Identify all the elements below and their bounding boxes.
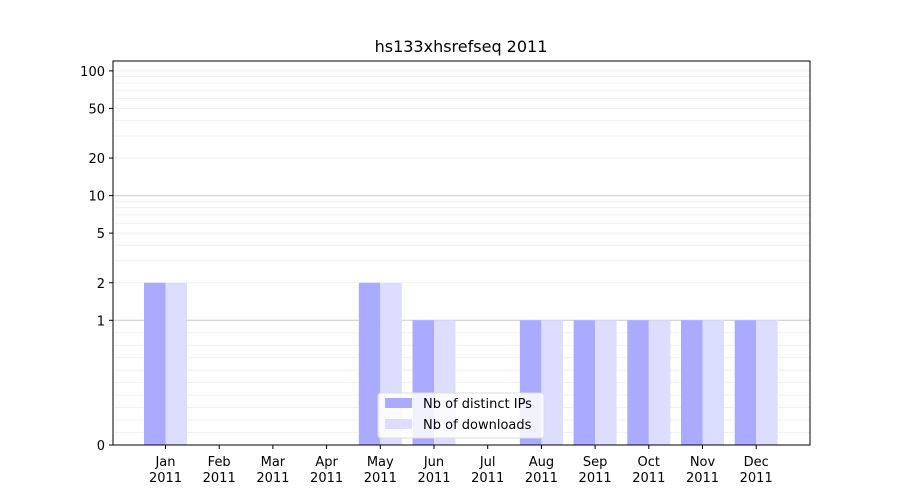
plot-frame bbox=[112, 60, 811, 446]
x-tick-label: Aug 2011 bbox=[525, 455, 558, 486]
x-tick-label: Sep 2011 bbox=[579, 455, 612, 486]
x-tick-label: Nov 2011 bbox=[686, 455, 719, 486]
bar-downloads-0 bbox=[165, 282, 187, 445]
bar-downloads-10 bbox=[702, 320, 724, 445]
x-axis-ticks: Jan 2011 Feb 2011 Mar 2011 Apr 2011 May 2011 Jun 20… bbox=[149, 445, 773, 486]
x-tick-label: Apr 2011 bbox=[310, 455, 343, 486]
bar-distinct-ips-0 bbox=[144, 282, 166, 445]
x-tick-label: Oct 2011 bbox=[632, 455, 665, 486]
y-tick-label: 100 bbox=[80, 65, 105, 80]
y-tick-label: 2 bbox=[97, 277, 105, 292]
grid-lines bbox=[113, 70, 810, 433]
x-tick-label: Mar 2011 bbox=[256, 455, 289, 486]
legend-box bbox=[377, 392, 545, 439]
y-tick-label: 1 bbox=[97, 314, 105, 329]
x-tick-label: Feb 2011 bbox=[203, 455, 236, 486]
y-tick-label: 50 bbox=[88, 102, 105, 117]
bar-distinct-ips-10 bbox=[681, 320, 703, 445]
y-tick-label: 10 bbox=[88, 190, 105, 205]
x-tick-label: Jan 2011 bbox=[149, 455, 182, 486]
legend-label: Nb of downloads bbox=[423, 418, 532, 433]
y-tick-label: 0 bbox=[97, 439, 105, 454]
x-tick-label: May 2011 bbox=[364, 455, 397, 486]
x-tick-label: Jul 2011 bbox=[471, 455, 504, 486]
bar-downloads-7 bbox=[541, 320, 563, 445]
bar-downloads-8 bbox=[595, 320, 617, 445]
y-axis-ticks: 0 1 2 5 10 20 50 100 bbox=[80, 65, 113, 454]
bar-distinct-ips-4 bbox=[358, 282, 381, 445]
x-tick-label: Dec 2011 bbox=[740, 455, 773, 486]
y-tick-label: 20 bbox=[88, 152, 105, 167]
bar-distinct-ips-11 bbox=[734, 320, 757, 445]
legend-swatch bbox=[385, 398, 412, 408]
y-tick-label: 5 bbox=[97, 227, 105, 242]
bar-downloads-11 bbox=[756, 320, 778, 445]
x-tick-label: Jun 2011 bbox=[417, 455, 450, 486]
legend: Nb of distinct IPs Nb of downloads bbox=[377, 392, 545, 439]
legend-swatch bbox=[385, 419, 412, 429]
bar-distinct-ips-9 bbox=[627, 320, 649, 445]
chart-title: hs133xhsrefseq 2011 bbox=[375, 37, 548, 56]
bar-distinct-ips-8 bbox=[573, 320, 596, 445]
legend-label: Nb of distinct IPs bbox=[423, 397, 532, 412]
bar-downloads-9 bbox=[648, 320, 671, 445]
